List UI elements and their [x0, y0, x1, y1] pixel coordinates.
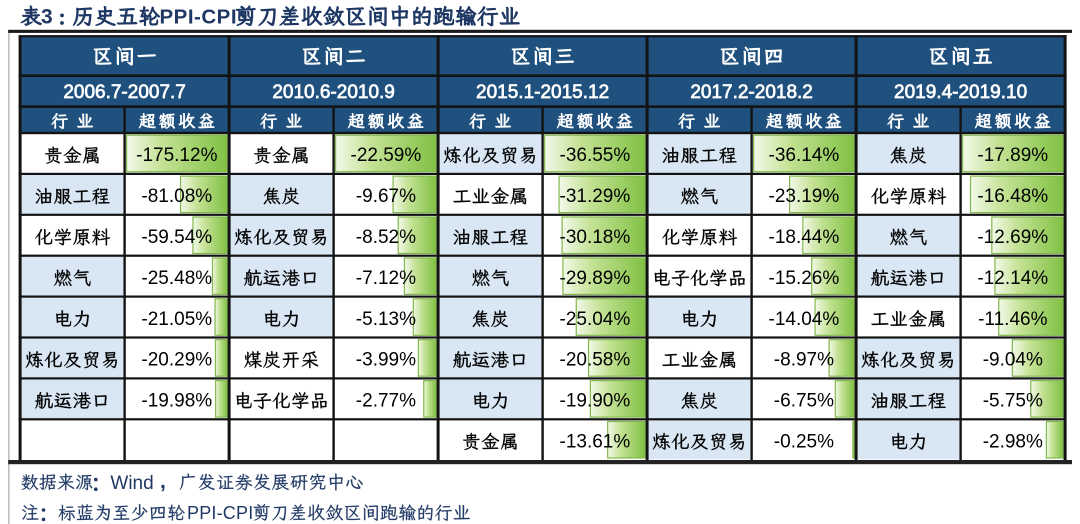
svg-text:-5.75%: -5.75%: [983, 391, 1043, 412]
svg-text:2015.1-2015.12: 2015.1-2015.12: [476, 82, 609, 103]
svg-text:-175.12%: -175.12%: [136, 145, 217, 166]
svg-text:3: 3: [41, 6, 53, 29]
svg-text:-13.61%: -13.61%: [560, 432, 631, 453]
svg-text:,: ,: [160, 470, 166, 493]
svg-text:-81.08%: -81.08%: [141, 186, 212, 207]
svg-text:-5.13%: -5.13%: [356, 309, 416, 330]
svg-text:2019.4-2019.10: 2019.4-2019.10: [894, 82, 1027, 103]
svg-text:PPI-CPI: PPI-CPI: [160, 5, 238, 28]
svg-text:-23.19%: -23.19%: [769, 186, 840, 207]
svg-text:-9.67%: -9.67%: [356, 186, 416, 207]
svg-text:-20.58%: -20.58%: [560, 350, 631, 371]
svg-text:-18.44%: -18.44%: [769, 227, 840, 248]
svg-text:-7.12%: -7.12%: [356, 268, 416, 289]
svg-text:-14.04%: -14.04%: [769, 309, 840, 330]
svg-text:-29.89%: -29.89%: [560, 268, 631, 289]
svg-text:-59.54%: -59.54%: [141, 227, 212, 248]
svg-text:-2.98%: -2.98%: [983, 432, 1043, 453]
svg-text:-19.90%: -19.90%: [560, 391, 631, 412]
svg-text:-8.52%: -8.52%: [356, 227, 416, 248]
svg-text:-25.48%: -25.48%: [141, 268, 212, 289]
svg-text:-8.97%: -8.97%: [774, 350, 834, 371]
svg-text:-2.77%: -2.77%: [356, 391, 416, 412]
svg-text:Wind: Wind: [110, 473, 153, 494]
svg-text:-3.99%: -3.99%: [356, 350, 416, 371]
svg-text:-17.89%: -17.89%: [977, 145, 1048, 166]
svg-text:PPI-CPI: PPI-CPI: [187, 503, 253, 523]
svg-text:-22.59%: -22.59%: [351, 145, 422, 166]
svg-text:-25.04%: -25.04%: [560, 309, 631, 330]
svg-text:-12.14%: -12.14%: [977, 268, 1048, 289]
svg-text:2010.6-2010.9: 2010.6-2010.9: [272, 82, 395, 103]
svg-text:-21.05%: -21.05%: [141, 309, 212, 330]
svg-text:-36.55%: -36.55%: [560, 145, 631, 166]
svg-text:-0.25%: -0.25%: [774, 432, 834, 453]
svg-text:-31.29%: -31.29%: [560, 186, 631, 207]
svg-text:2017.2-2018.2: 2017.2-2018.2: [690, 82, 813, 103]
svg-text:2006.7-2007.7: 2006.7-2007.7: [63, 82, 186, 103]
svg-text:-36.14%: -36.14%: [769, 145, 840, 166]
svg-text:-12.69%: -12.69%: [977, 227, 1048, 248]
svg-text:-11.46%: -11.46%: [978, 309, 1047, 330]
svg-text:-9.04%: -9.04%: [983, 350, 1043, 371]
svg-text:-30.18%: -30.18%: [560, 227, 631, 248]
svg-text:-20.29%: -20.29%: [141, 350, 212, 371]
svg-text:-6.75%: -6.75%: [774, 391, 834, 412]
svg-text:-15.26%: -15.26%: [769, 268, 840, 289]
svg-text:-19.98%: -19.98%: [141, 391, 212, 412]
svg-text:-16.48%: -16.48%: [977, 186, 1048, 207]
